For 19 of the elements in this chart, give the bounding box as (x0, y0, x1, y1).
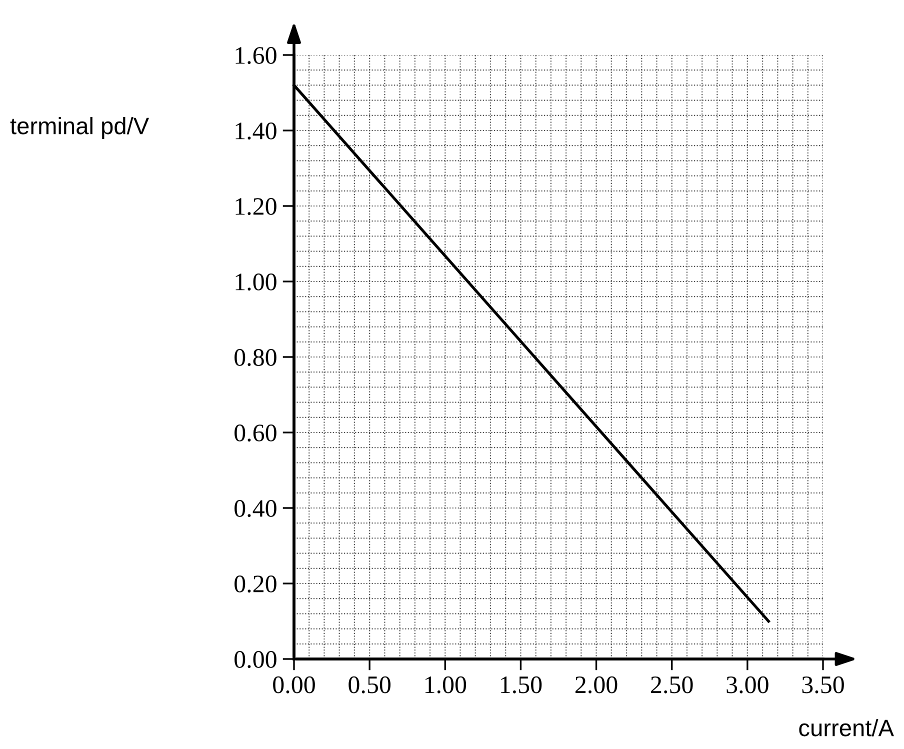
x-tick-label: 2.50 (651, 676, 693, 694)
y-axis-title: terminal pd/V (10, 116, 150, 140)
y-tick-label: 0.60 (234, 424, 276, 442)
x-axis-title: current/A (799, 718, 894, 736)
x-tick-label: 1.00 (425, 676, 466, 694)
x-tick-label: 0.00 (273, 676, 315, 694)
x-tick-label: 2.00 (576, 676, 618, 694)
x-tick-label: 3.00 (726, 676, 768, 694)
x-tick-label: 1.50 (501, 676, 542, 694)
x-tick-label: 3.50 (802, 676, 844, 694)
y-tick-label: 1.20 (236, 198, 276, 216)
y-tick-label: 0.20 (234, 576, 276, 593)
y-tick-label: 1.00 (236, 274, 276, 291)
y-tick-label: 0.40 (234, 500, 276, 518)
y-tick-label: 1.40 (236, 122, 276, 140)
y-tick-label: 1.60 (236, 47, 276, 64)
y-tick-label: 0.00 (234, 651, 276, 668)
x-tick-label: 0.50 (348, 676, 390, 694)
y-tick-label: 0.80 (234, 349, 276, 366)
